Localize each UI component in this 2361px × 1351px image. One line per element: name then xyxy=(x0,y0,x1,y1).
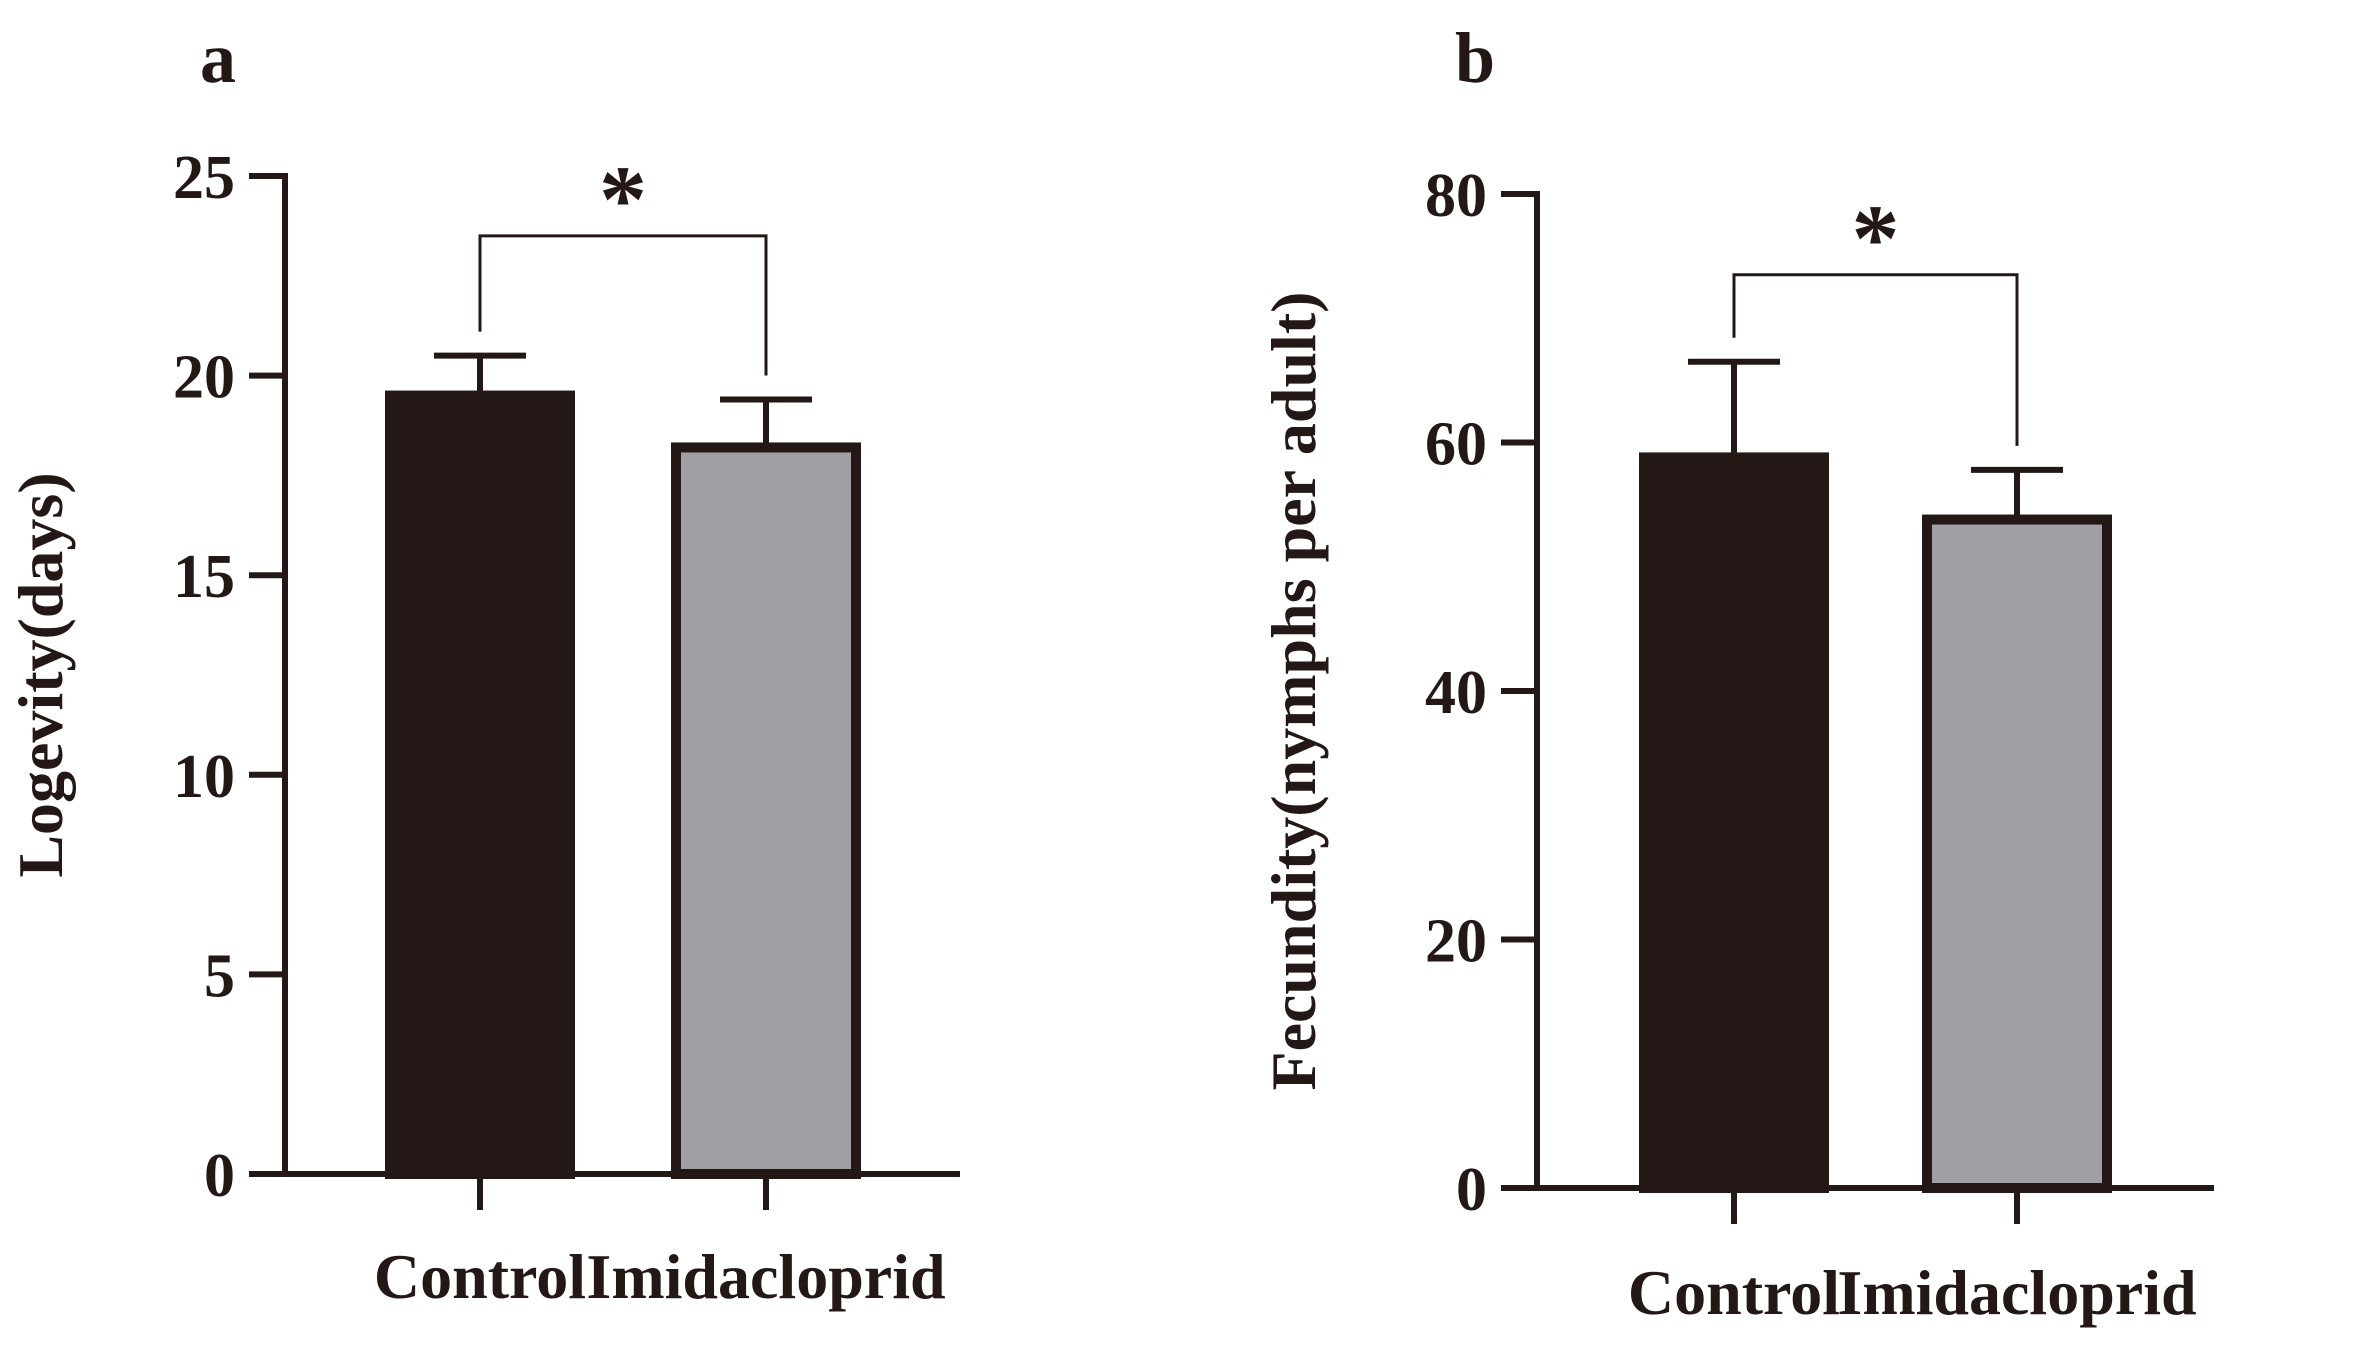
y-tick-label: 0 xyxy=(1456,1156,1487,1224)
significance-bracket xyxy=(1732,273,2019,446)
bar-imidacloprid xyxy=(671,442,861,1179)
y-tick-label: 5 xyxy=(204,942,235,1010)
x-tick-label-imidacloprid: Imidacloprid xyxy=(1837,1257,2196,1328)
bar-imidacloprid xyxy=(1922,514,2112,1193)
y-axis-title: Fecundity(nymphs per adult) xyxy=(1258,292,1329,1091)
y-tick-label: 40 xyxy=(1425,659,1487,727)
panel-letter-a: a xyxy=(200,18,236,98)
y-tick-label: 10 xyxy=(173,743,235,811)
y-tick-label: 25 xyxy=(173,144,235,212)
y-tick-label: 20 xyxy=(173,344,235,412)
chart-panel-a: a 0 5 10 15 20 25 Logevity(days) Control Imidaclo… xyxy=(5,18,960,1312)
bar-control xyxy=(1639,452,1829,1194)
panel-letter-b: b xyxy=(1455,18,1495,98)
significance-label: * xyxy=(599,146,647,253)
chart-panel-b: b 0 20 40 60 80 Fecundity(nymphs per adult) Con… xyxy=(1258,18,2214,1328)
y-tick-label: 15 xyxy=(173,543,235,611)
significance-bracket xyxy=(478,234,768,376)
y-tick-label: 60 xyxy=(1425,411,1487,479)
x-tick-label-control: Control xyxy=(1628,1257,1840,1328)
x-tick-label-imidacloprid: Imidacloprid xyxy=(586,1241,945,1312)
y-tick-label: 20 xyxy=(1425,908,1487,976)
y-tick-label: 0 xyxy=(204,1142,235,1210)
y-tick-label: 80 xyxy=(1425,162,1487,230)
bar-control xyxy=(385,390,575,1179)
significance-label: * xyxy=(1852,185,1900,292)
x-tick-label-control: Control xyxy=(374,1241,586,1312)
y-axis-title: Logevity(days) xyxy=(5,472,76,877)
